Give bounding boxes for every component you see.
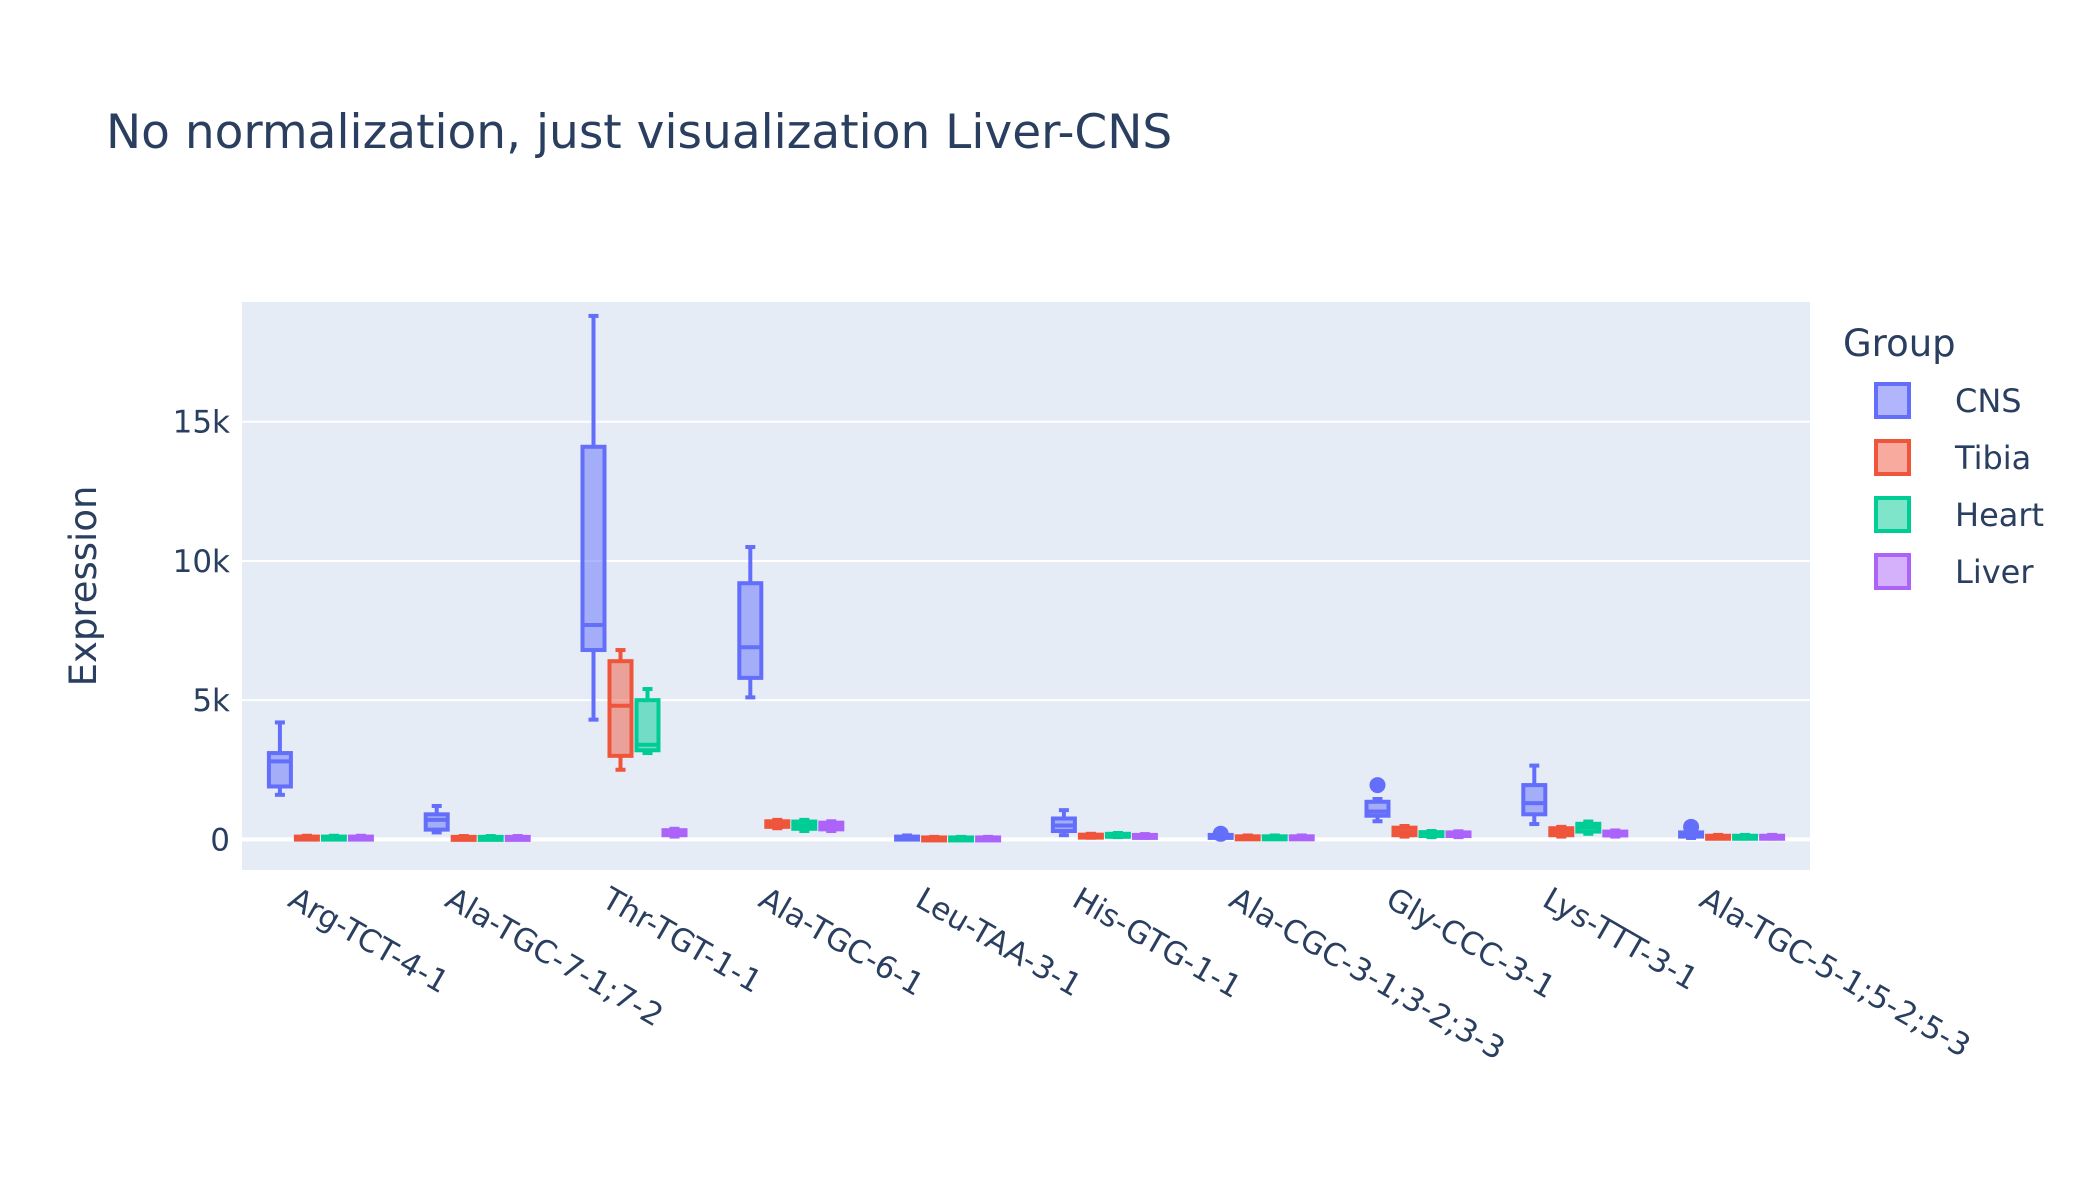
- legend-label: Tibia: [1954, 439, 2031, 477]
- box-cns-1: [423, 803, 450, 835]
- box-iqr: [580, 444, 607, 653]
- x-tick-label: Ala-TGC-5-1;5-2;5-3: [1694, 881, 1977, 1065]
- box-heart-1: [477, 834, 504, 842]
- y-tick-label: 10k: [173, 544, 230, 580]
- legend-swatch: [1874, 553, 1911, 590]
- x-tick-label: Ala-TGC-6-1: [753, 881, 930, 1004]
- y-tick-label: 5k: [192, 683, 230, 719]
- box-liver-0: [347, 833, 374, 842]
- box-iqr: [607, 659, 634, 758]
- box-liver-6: [1288, 833, 1315, 842]
- box-liver-5: [1131, 832, 1158, 840]
- box-cns-8: [1521, 763, 1548, 827]
- series-liver: [347, 819, 1786, 843]
- box-tibia-8: [1548, 824, 1575, 839]
- legend-item-heart[interactable]: Heart: [1874, 496, 2044, 534]
- box-iqr: [423, 812, 450, 832]
- legend-item-tibia[interactable]: Tibia: [1874, 439, 2031, 477]
- box-cns-7: [1364, 777, 1391, 824]
- box-cns-6: [1207, 825, 1234, 842]
- box-heart-3: [791, 817, 818, 834]
- box-cns-5: [1050, 808, 1077, 838]
- y-axis-ticks: 0 5k 10k 15k: [173, 405, 230, 859]
- box-iqr: [266, 751, 293, 789]
- series-heart: [320, 687, 1759, 843]
- outlier-point: [1212, 825, 1229, 842]
- legend: Group CNS Tibia Heart Liver: [1843, 322, 2044, 591]
- series-tibia: [293, 648, 1732, 843]
- box-tibia-6: [1234, 833, 1261, 842]
- box-liver-3: [818, 819, 845, 834]
- y-tick-label: 15k: [173, 405, 230, 441]
- box-cns-0: [266, 720, 293, 797]
- box-cns-3: [737, 545, 764, 700]
- legend-swatch: [1874, 439, 1911, 476]
- box-iqr: [737, 581, 764, 680]
- box-iqr: [1364, 799, 1391, 818]
- box-tibia-1: [450, 834, 477, 842]
- chart-title: No normalization, just visualization Liv…: [106, 105, 1172, 160]
- box-iqr: [1521, 783, 1548, 817]
- plot-area: [242, 302, 1810, 870]
- box-cns-2: [580, 313, 607, 722]
- box-heart-8: [1575, 819, 1602, 836]
- x-tick-label: Ala-CGC-3-1;3-2;3-3: [1223, 881, 1511, 1068]
- box-tibia-9: [1705, 832, 1732, 841]
- box-tibia-4: [921, 834, 948, 843]
- box-liver-2: [661, 826, 688, 839]
- box-liver-1: [504, 834, 531, 842]
- box-liver-4: [975, 834, 1002, 843]
- legend-label: CNS: [1955, 382, 2022, 420]
- x-tick-label: Lys-TTT-3-1: [1537, 881, 1704, 998]
- box-liver-8: [1602, 828, 1629, 839]
- x-axis-ticks: Arg-TCT-4-1Ala-TGC-7-1;7-2Thr-TGT-1-1Ala…: [282, 880, 1976, 1067]
- legend-item-liver[interactable]: Liver: [1874, 553, 2034, 591]
- box-cns-9: [1678, 818, 1705, 840]
- legend-swatch: [1874, 496, 1911, 533]
- legend-label: Liver: [1955, 553, 2034, 591]
- legend-swatch: [1874, 382, 1911, 419]
- box-series: [266, 313, 1786, 843]
- outlier-point: [1683, 818, 1700, 835]
- box-tibia-5: [1077, 831, 1104, 840]
- x-tick-label: Leu-TAA-3-1: [910, 881, 1088, 1005]
- legend-title: Group: [1843, 322, 1956, 365]
- box-heart-7: [1418, 829, 1445, 840]
- box-cns-4: [894, 833, 921, 842]
- box-iqr: [634, 698, 661, 753]
- box-heart-5: [1104, 830, 1131, 840]
- box-heart-4: [948, 834, 975, 843]
- box-liver-7: [1445, 829, 1472, 840]
- legend-label: Heart: [1955, 496, 2044, 534]
- series-cns: [266, 313, 1705, 842]
- box-heart-0: [320, 833, 347, 842]
- outlier-point: [1369, 777, 1386, 794]
- y-axis-title: Expression: [62, 486, 105, 687]
- y-tick-label: 0: [210, 822, 230, 858]
- x-tick-label: Arg-TCT-4-1: [282, 881, 454, 1001]
- box-heart-2: [634, 687, 661, 756]
- box-tibia-2: [607, 648, 634, 772]
- box-liver-9: [1759, 832, 1786, 841]
- box-tibia-0: [293, 833, 320, 842]
- box-tibia-7: [1391, 824, 1418, 839]
- x-tick-label: His-GTG-1-1: [1066, 881, 1247, 1006]
- box-heart-6: [1261, 833, 1288, 842]
- box-tibia-3: [764, 817, 791, 831]
- legend-item-cns[interactable]: CNS: [1874, 382, 2022, 420]
- box-heart-9: [1732, 832, 1759, 841]
